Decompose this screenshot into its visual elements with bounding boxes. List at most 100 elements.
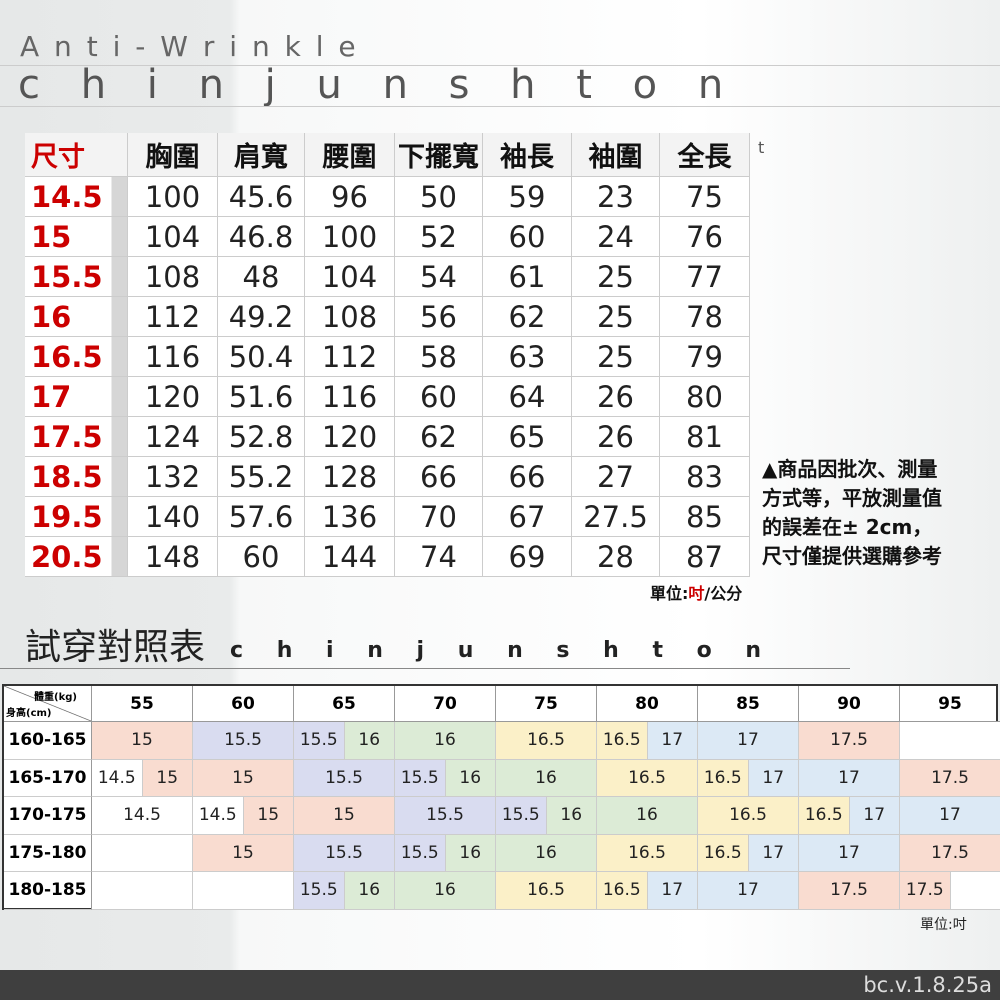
column-header: 胸圍 xyxy=(128,133,218,177)
fit-cell: 15 xyxy=(92,722,193,760)
measure-cell: 112 xyxy=(128,297,218,337)
height-label: 170-175 xyxy=(4,797,92,835)
stray-mark: t xyxy=(758,138,765,157)
note: ▲商品因批次、測量 方式等，平放測量值 的誤差在± 2cm， 尺寸僅提供選購參考 xyxy=(762,455,942,571)
fit-cell: 16.5 xyxy=(496,722,597,760)
rule xyxy=(0,65,1000,66)
measure-cell: 104 xyxy=(128,217,218,257)
measure-cell: 46.8 xyxy=(218,217,305,257)
size-cell: 20.5 xyxy=(25,537,128,577)
measure-cell: 140 xyxy=(128,497,218,537)
footer-version: bc.v.1.8.25a xyxy=(863,973,992,997)
measure-cell: 28 xyxy=(572,537,660,577)
measure-cell: 100 xyxy=(128,177,218,217)
fit-cell: 17 xyxy=(799,759,900,797)
fit-cell: 14.5 xyxy=(193,797,244,835)
measure-cell: 59 xyxy=(483,177,572,217)
fit-cell: 16 xyxy=(496,834,597,872)
fit-cell: 15 xyxy=(243,797,294,835)
rule xyxy=(0,106,1000,107)
size-cell: 15 xyxy=(25,217,128,257)
fit-unit: 單位:吋 xyxy=(920,917,967,933)
measure-cell: 57.6 xyxy=(218,497,305,537)
measure-cell: 85 xyxy=(660,497,750,537)
measure-cell: 54 xyxy=(395,257,483,297)
fit-cell: 17.5 xyxy=(900,759,1000,797)
measure-cell: 108 xyxy=(305,297,395,337)
measure-cell: 24 xyxy=(572,217,660,257)
measure-cell: 61 xyxy=(483,257,572,297)
measure-cell: 132 xyxy=(128,457,218,497)
measure-cell: 87 xyxy=(660,537,750,577)
column-header: 腰圍 xyxy=(305,133,395,177)
fit-cell: 17 xyxy=(849,797,900,835)
size-cell: 19.5 xyxy=(25,497,128,537)
measure-cell: 108 xyxy=(128,257,218,297)
fit-cell: 17.5 xyxy=(799,722,900,760)
measure-cell: 23 xyxy=(572,177,660,217)
measure-cell: 45.6 xyxy=(218,177,305,217)
measure-cell: 64 xyxy=(483,377,572,417)
measure-cell: 51.6 xyxy=(218,377,305,417)
fit-cell: 16 xyxy=(445,759,496,797)
measure-cell: 112 xyxy=(305,337,395,377)
fit-cell: 16.5 xyxy=(597,722,648,760)
measure-cell: 79 xyxy=(660,337,750,377)
measure-cell: 75 xyxy=(660,177,750,217)
weight-header: 55 xyxy=(92,686,193,722)
brand-title: c h i n j u n s h t o n xyxy=(18,62,738,108)
corner: 體重(kg) 身高(cm) xyxy=(4,686,92,722)
unit: 單位:吋/公分 xyxy=(650,580,742,604)
fit-cell: 14.5 xyxy=(92,759,143,797)
unit-text: 吋 xyxy=(688,584,705,603)
corner-top: 體重(kg) xyxy=(34,692,77,703)
measure-cell: 136 xyxy=(305,497,395,537)
weight-header: 80 xyxy=(597,686,698,722)
fit-cell: 15.5 xyxy=(294,722,345,760)
measure-cell: 55.2 xyxy=(218,457,305,497)
measure-cell: 60 xyxy=(483,217,572,257)
size-table: 尺寸 胸圍 肩寬 腰圍 下擺寬 袖長 袖圍 全長 14.5 100 45.6 96 50 59 23 75 15… xyxy=(25,133,750,577)
fit-cell: 16 xyxy=(496,759,597,797)
section-brand: c h i n j u n s h t o n xyxy=(230,638,775,663)
size-cell: 15.5 xyxy=(25,257,128,297)
size-cell: 18.5 xyxy=(25,457,128,497)
fit-cell: 14.5 xyxy=(92,797,193,835)
weight-header: 85 xyxy=(698,686,799,722)
measure-cell: 120 xyxy=(128,377,218,417)
note-line: 尺寸僅提供選購參考 xyxy=(762,544,942,568)
measure-cell: 26 xyxy=(572,417,660,457)
size-cell: 16.5 xyxy=(25,337,128,377)
fit-cell: 15 xyxy=(193,759,294,797)
weight-header: 70 xyxy=(395,686,496,722)
column-header: 全長 xyxy=(660,133,750,177)
measure-cell: 60 xyxy=(395,377,483,417)
measure-cell: 67 xyxy=(483,497,572,537)
measure-cell: 62 xyxy=(395,417,483,457)
size-cell: 17 xyxy=(25,377,128,417)
fit-cell: 16 xyxy=(395,872,496,910)
fit-cell xyxy=(950,872,1000,910)
measure-cell: 50 xyxy=(395,177,483,217)
measure-cell: 66 xyxy=(483,457,572,497)
measure-cell: 25 xyxy=(572,297,660,337)
column-header: 袖圍 xyxy=(572,133,660,177)
fit-cell: 17.5 xyxy=(900,834,1000,872)
fit-cell: 17 xyxy=(748,759,799,797)
weight-header: 65 xyxy=(294,686,395,722)
weight-header: 95 xyxy=(900,686,1000,722)
fit-cell: 17 xyxy=(799,834,900,872)
fit-cell xyxy=(92,834,193,872)
measure-cell: 52 xyxy=(395,217,483,257)
measure-cell: 83 xyxy=(660,457,750,497)
fit-cell: 16.5 xyxy=(799,797,850,835)
fit-cell: 16.5 xyxy=(698,834,749,872)
measure-cell: 52.8 xyxy=(218,417,305,457)
measure-cell: 70 xyxy=(395,497,483,537)
fit-cell: 16.5 xyxy=(597,759,698,797)
fit-cell: 17.5 xyxy=(900,872,951,910)
measure-cell: 49.2 xyxy=(218,297,305,337)
footer-bar xyxy=(0,970,1000,1000)
measure-cell: 63 xyxy=(483,337,572,377)
measure-cell: 66 xyxy=(395,457,483,497)
